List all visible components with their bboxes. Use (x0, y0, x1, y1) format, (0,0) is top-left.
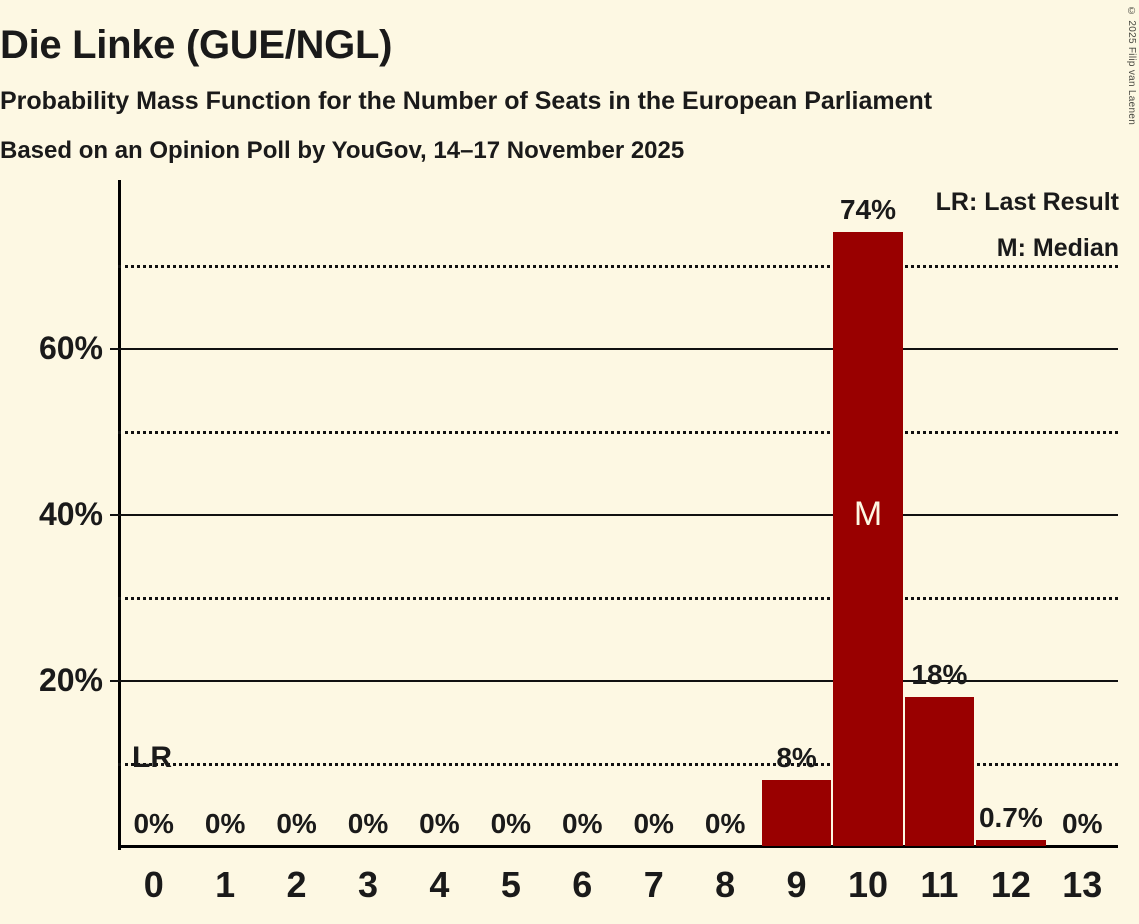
bar-value-label-10: 74% (839, 193, 897, 225)
gridline-40 (118, 514, 1118, 516)
x-axis-label-4: 4 (429, 864, 450, 905)
gridline-30 (118, 597, 1118, 600)
x-axis-label-9: 9 (786, 864, 807, 905)
bar-value-label-7: 0% (633, 808, 674, 839)
legend-median: M: Median (996, 234, 1119, 262)
bar-seat-12 (976, 840, 1046, 846)
y-tick-60 (110, 348, 118, 350)
x-axis-label-11: 11 (920, 864, 959, 905)
bar-value-label-13: 0% (1062, 808, 1103, 839)
y-axis-label-40: 40% (38, 496, 103, 532)
bar-value-label-4: 0% (419, 808, 460, 839)
x-axis-label-8: 8 (715, 864, 736, 905)
y-axis-label-20: 20% (38, 662, 103, 698)
bar-value-label-2: 0% (276, 808, 317, 839)
x-axis-label-6: 6 (572, 864, 593, 905)
x-axis-label-2: 2 (286, 864, 307, 905)
last-result-line (118, 763, 1118, 766)
bar-value-label-6: 0% (562, 808, 603, 839)
bar-value-label-0: 0% (133, 808, 174, 839)
x-axis-label-7: 7 (643, 864, 664, 905)
x-axis-label-1: 1 (215, 864, 236, 905)
plot-area: 0% 0% 0% 0% 0% 0% 0% 0% 0% 8% 74% M 18% 0.7% 0% LR (110, 180, 1118, 847)
x-axis-label-5: 5 (500, 864, 521, 905)
bar-seat-9 (761, 779, 832, 846)
bar-value-label-8: 0% (704, 808, 746, 839)
x-axis-label-3: 3 (357, 864, 378, 905)
bar-value-label-11: 18% (911, 658, 968, 690)
y-tick-40 (110, 514, 118, 516)
bar-value-label-1: 0% (204, 808, 246, 839)
chart-source-line: Based on an Opinion Poll by YouGov, 14–1… (0, 137, 685, 164)
legend-last-result: LR: Last Result (935, 188, 1119, 216)
x-axis-label-12: 12 (990, 864, 1031, 905)
gridline-50 (118, 431, 1118, 434)
bar-seat-10 (833, 231, 903, 846)
y-axis-label-60: 60% (38, 330, 103, 366)
page-title: Die Linke (GUE/NGL) (0, 23, 393, 67)
gridline-70 (118, 265, 1118, 268)
bar-value-label-12: 0.7% (978, 802, 1043, 834)
last-result-marker: LR (132, 741, 172, 774)
x-axis-label-13: 13 (1062, 864, 1103, 905)
copyright-notice: © 2025 Filip van Laenen (1126, 6, 1137, 126)
chart-subtitle: Probability Mass Function for the Number… (0, 87, 933, 115)
bar-value-label-9: 8% (776, 741, 817, 773)
gridline-20 (118, 680, 1118, 682)
x-axis-label-10: 10 (847, 864, 889, 905)
median-marker: M (853, 495, 883, 533)
gridline-60 (118, 348, 1118, 350)
x-axis-label-0: 0 (143, 864, 164, 905)
bar-seat-11 (904, 696, 975, 846)
x-axis-line (118, 845, 1118, 848)
bar-value-label-5: 0% (490, 808, 532, 839)
y-tick-20 (110, 680, 118, 682)
bar-value-label-3: 0% (347, 808, 389, 839)
